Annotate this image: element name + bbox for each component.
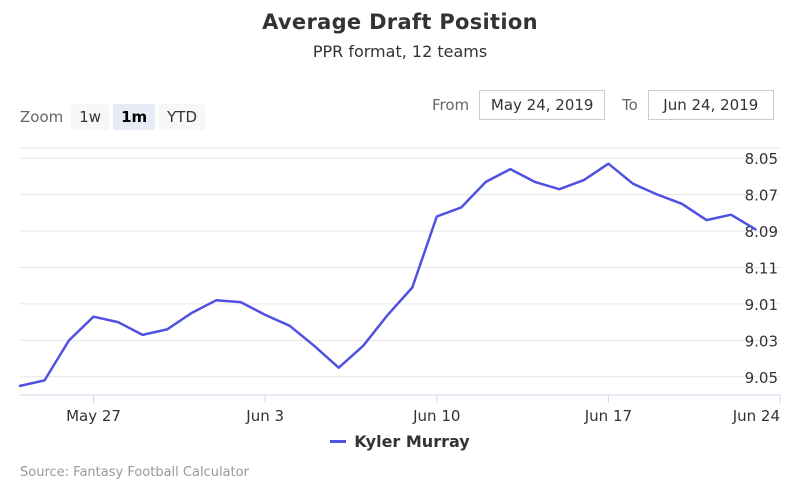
y-tick-label: 8.11 bbox=[745, 260, 778, 278]
zoom-selector: Zoom 1w 1m YTD bbox=[20, 104, 209, 130]
legend-series-name: Kyler Murray bbox=[354, 432, 470, 451]
x-tick-label: Jun 3 bbox=[245, 407, 284, 425]
range-from: From May 24, 2019 bbox=[432, 90, 606, 120]
x-tick-label: May 27 bbox=[66, 407, 121, 425]
source-credit[interactable]: Source: Fantasy Football Calculator bbox=[20, 465, 249, 480]
legend[interactable]: Kyler Murray bbox=[0, 432, 800, 451]
y-tick-label: 8.07 bbox=[745, 187, 778, 205]
chart-title: Average Draft Position bbox=[262, 10, 538, 34]
zoom-label: Zoom bbox=[20, 108, 64, 126]
range-to-label: To bbox=[622, 96, 638, 114]
range-from-label: From bbox=[432, 96, 470, 114]
range-to-input[interactable]: Jun 24, 2019 bbox=[647, 90, 774, 120]
zoom-1w-button[interactable]: 1w bbox=[71, 104, 110, 130]
y-tick-label: 9.03 bbox=[745, 332, 778, 350]
x-tick-label: Jun 17 bbox=[584, 407, 632, 425]
x-tick-label: Jun 10 bbox=[412, 407, 460, 425]
y-tick-label: 8.05 bbox=[745, 150, 778, 168]
series-line bbox=[18, 162, 757, 388]
y-tick-label: 9.05 bbox=[745, 369, 778, 387]
range-from-input[interactable]: May 24, 2019 bbox=[479, 90, 606, 120]
zoom-1m-button[interactable]: 1m bbox=[113, 104, 156, 130]
x-tick-label: Jun 24 bbox=[732, 407, 780, 425]
legend-swatch bbox=[330, 440, 347, 443]
range-to: To Jun 24, 2019 bbox=[622, 90, 774, 120]
chart-subtitle: PPR format, 12 teams bbox=[312, 42, 488, 61]
y-tick-label: 9.01 bbox=[745, 296, 778, 314]
zoom-ytd-button[interactable]: YTD bbox=[159, 104, 206, 130]
